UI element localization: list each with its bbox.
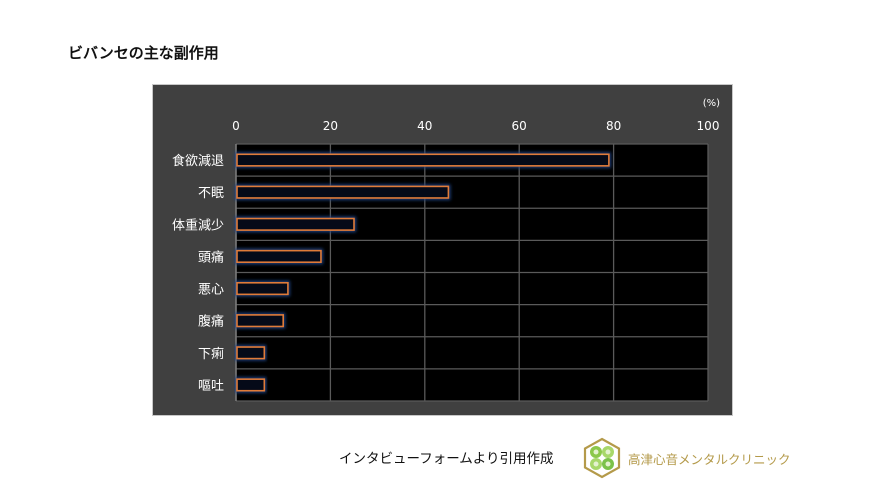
clinic-logo-icon [583,437,621,479]
x-tick-label: 20 [323,119,338,133]
x-tick-label: 0 [232,119,240,133]
category-label: 嘔吐 [198,379,224,394]
category-label: 悪心 [198,283,224,298]
x-tick-label: 80 [606,119,621,133]
chart-panel: 0 20 40 60 80 100 食欲減退不眠体重減少頭痛悪心腹痛下痢嘔吐 (%) [152,84,733,416]
category-label: 食欲減退 [172,153,224,169]
source-note: インタビューフォームより引用作成 [339,451,554,467]
bars [235,152,611,393]
bar [236,217,355,231]
x-tick-label: 100 [697,119,720,133]
category-label: 不眠 [198,186,224,201]
unit-label: (%) [703,98,720,109]
x-tick-label: 40 [417,119,432,133]
bar [236,281,289,296]
category-label: 下痢 [198,346,224,362]
bar [236,153,610,167]
x-tick-labels: 0 20 40 60 80 100 [232,119,719,133]
bar [236,314,285,328]
clinic-name: 高津心音メンタルクリニック [628,452,791,467]
bar [236,346,266,360]
x-tick-label: 60 [512,119,527,133]
category-label: 頭痛 [198,249,224,265]
bar [236,185,450,199]
page-title: ビバンセの主な副作用 [68,44,219,62]
bar [236,378,266,392]
bar [236,249,322,264]
category-label: 腹痛 [198,314,224,330]
category-label: 体重減少 [172,217,224,233]
